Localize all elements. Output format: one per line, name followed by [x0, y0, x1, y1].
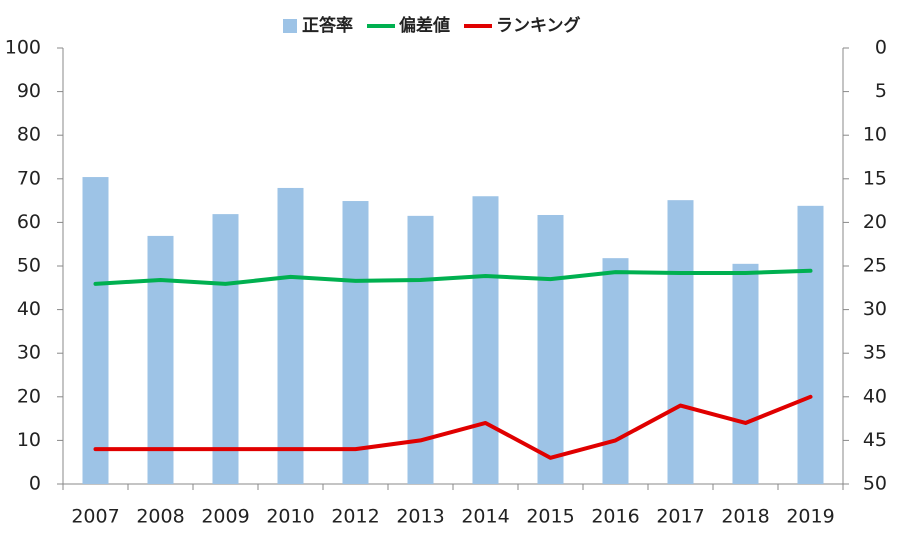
y2-tick-label: 50	[863, 473, 887, 495]
x-tick-label: 2008	[136, 506, 184, 528]
bar	[277, 187, 304, 484]
y2-tick-label: 10	[863, 124, 887, 146]
bar	[147, 235, 174, 484]
y2-tick-label: 30	[863, 298, 887, 320]
x-tick-label: 2014	[461, 506, 509, 528]
y-tick-label: 90	[17, 80, 41, 102]
x-tick-label: 2017	[656, 506, 704, 528]
y2-tick-label: 45	[863, 429, 887, 451]
bar	[212, 214, 239, 484]
y2-tick-label: 35	[863, 342, 887, 364]
bar	[342, 201, 369, 484]
line	[93, 394, 813, 460]
y-tick-label: 80	[17, 124, 41, 146]
legend-label: 正答率	[302, 15, 353, 36]
legend-label: 偏差値	[399, 15, 450, 36]
y2-tick-label: 5	[875, 80, 887, 102]
y-tick-label: 20	[17, 385, 41, 407]
bar	[797, 205, 824, 484]
x-tick-label: 2007	[71, 506, 119, 528]
legend-swatch	[283, 19, 297, 33]
bar	[732, 263, 759, 484]
bar	[602, 258, 629, 484]
y-tick-label: 70	[17, 167, 41, 189]
x-tick-label: 2012	[331, 506, 379, 528]
y-tick-label: 60	[17, 211, 41, 233]
y2-tick-label: 20	[863, 211, 887, 233]
y2-tick-label: 25	[863, 255, 887, 277]
y2-tick-label: 40	[863, 385, 887, 407]
y-tick-label: 10	[17, 429, 41, 451]
y-tick-label: 100	[5, 37, 41, 59]
y-tick-label: 30	[17, 342, 41, 364]
x-tick-label: 2013	[396, 506, 444, 528]
y-tick-label: 0	[29, 473, 41, 495]
x-tick-label: 2019	[786, 506, 834, 528]
legend-label: ランキング	[496, 15, 581, 36]
x-tick-label: 2015	[526, 506, 574, 528]
bar	[667, 200, 694, 484]
bar	[472, 196, 499, 485]
bar	[407, 215, 434, 485]
x-tick-label: 2016	[591, 506, 639, 528]
y-tick-label: 50	[17, 255, 41, 277]
x-tick-label: 2009	[201, 506, 249, 528]
bar	[82, 177, 109, 484]
y2-tick-label: 15	[863, 167, 887, 189]
bar	[537, 214, 564, 484]
y2-tick-label: 0	[875, 37, 887, 59]
y-tick-label: 40	[17, 298, 41, 320]
line	[93, 268, 813, 286]
x-tick-label: 2018	[721, 506, 769, 528]
x-tick-label: 2010	[266, 506, 314, 528]
